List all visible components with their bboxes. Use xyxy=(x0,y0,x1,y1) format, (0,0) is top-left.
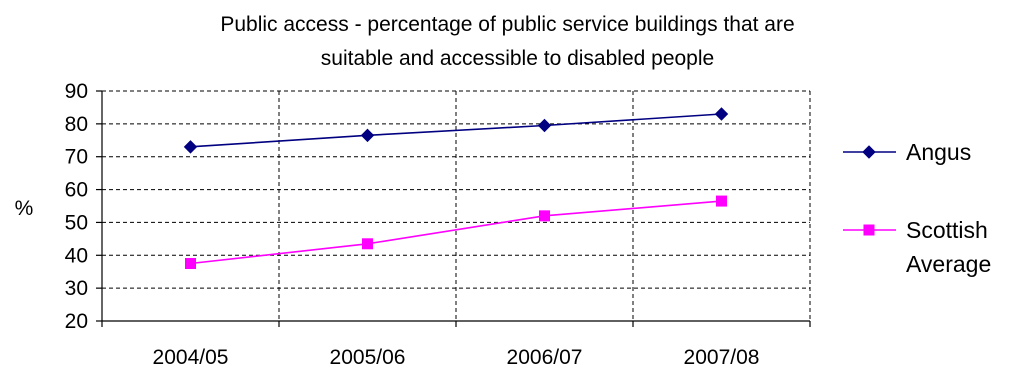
data-point xyxy=(360,128,375,143)
series-scottish-average xyxy=(185,195,727,269)
data-point xyxy=(716,195,727,207)
series-line xyxy=(190,113,722,148)
y-axis-label: % xyxy=(15,197,34,220)
y-tick-label: 80 xyxy=(65,113,88,136)
series-angus xyxy=(183,107,729,154)
data-point xyxy=(185,258,196,269)
y-tick-label: 50 xyxy=(65,211,88,234)
gridlines xyxy=(102,90,811,321)
x-tick-label: 2006/07 xyxy=(507,346,583,367)
y-tick-label: 30 xyxy=(65,277,88,300)
data-point xyxy=(714,107,729,121)
legend-marker xyxy=(863,224,875,236)
series-group xyxy=(183,107,729,269)
chart-title-line-2: suitable and accessible to disabled peop… xyxy=(320,47,715,70)
x-tick-labels: 2004/05 2005/06 2006/07 2007/08 xyxy=(153,346,760,367)
x-tick-label: 2007/08 xyxy=(684,346,760,367)
legend-item-scottish-average: Scottish Average xyxy=(843,217,991,277)
data-point xyxy=(183,140,198,154)
chart-title-line-1: Public access - percentage of public ser… xyxy=(220,13,795,36)
y-tick-labels: 20 30 40 50 60 70 80 90 xyxy=(65,80,88,333)
legend-marker xyxy=(862,145,876,159)
legend: Angus Scottish Average xyxy=(843,139,991,277)
y-tick-label: 90 xyxy=(65,80,88,103)
data-point xyxy=(537,118,552,133)
data-point xyxy=(362,238,373,250)
y-tick-label: 70 xyxy=(65,146,88,169)
legend-label: Scottish xyxy=(906,217,988,243)
x-tick-label: 2004/05 xyxy=(153,346,229,367)
x-tick-label: 2005/06 xyxy=(330,346,406,367)
y-tick-label: 20 xyxy=(65,310,88,333)
axes xyxy=(96,90,811,327)
legend-label: Average xyxy=(906,251,991,277)
y-tick-label: 40 xyxy=(65,244,88,267)
legend-label: Angus xyxy=(906,139,971,165)
y-tick-label: 60 xyxy=(65,179,88,202)
legend-item-angus: Angus xyxy=(843,139,971,165)
data-point xyxy=(539,210,550,222)
series-line xyxy=(190,200,722,265)
